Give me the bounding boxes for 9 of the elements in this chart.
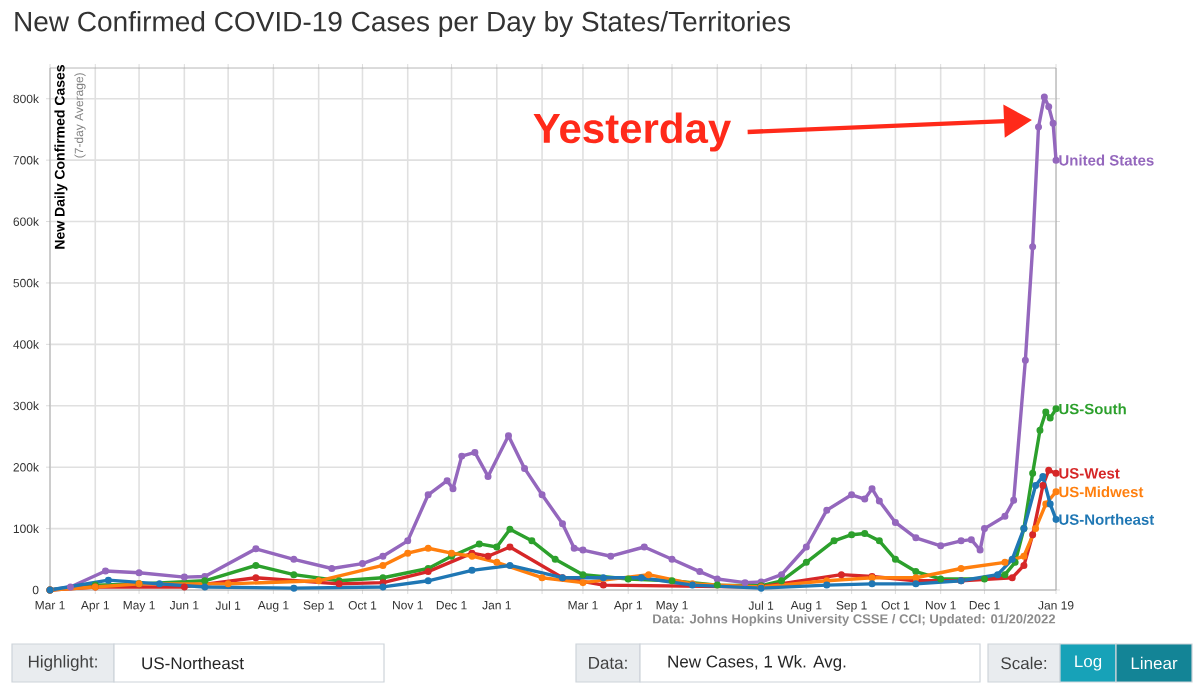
text: Highlight:: [28, 655, 97, 671]
chart-title: New Confirmed COVID-19 Cases per Day by States/Territories: [15, 10, 791, 38]
text: New Cases, 1 Wk. Avg.: [668, 655, 846, 671]
annotation: Yesterday: [533, 112, 731, 152]
text: Linear: [1131, 656, 1178, 670]
text: Data:: [589, 657, 627, 669]
text: Scale:: [1001, 656, 1047, 670]
text: Log: [1075, 655, 1102, 671]
text: US-Northeast: [142, 656, 244, 670]
